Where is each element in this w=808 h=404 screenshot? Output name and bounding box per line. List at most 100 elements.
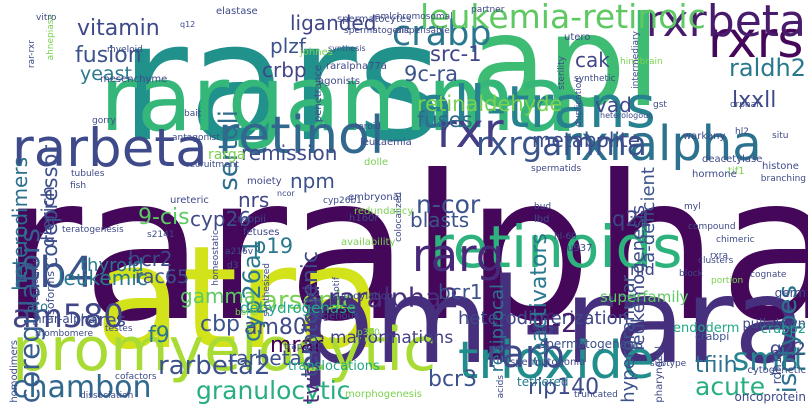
word-myeloid: myeloid [107, 46, 143, 55]
word-superfamily: superfamily [600, 290, 689, 305]
word-fetuses: fetuses [243, 228, 280, 238]
word-homeostatic: homeostatic [212, 230, 221, 286]
word-granulocytic: granulocytic [196, 378, 350, 403]
word-trap220: trap220 [284, 343, 320, 352]
word-pharyngeal: pharyngeal [655, 346, 665, 403]
word-steroid: steroid [350, 123, 381, 132]
word-ureteric: ureteric [170, 196, 209, 206]
word-warkany: warkany [683, 132, 725, 142]
word-synthesized: synthesized [263, 263, 272, 317]
word-antagonist: antagonist [172, 134, 220, 143]
word-branching: branching [761, 175, 806, 184]
word-rarg: rarg [412, 233, 504, 278]
word-leukaemia: leukaemia [360, 138, 412, 148]
word-9-cis: 9-cis [138, 207, 190, 229]
word-lbd: lbd [534, 215, 549, 225]
word-p19: p19 [253, 236, 293, 257]
word-gorry: gorry [92, 117, 116, 126]
word-bcr1: bcr1 [438, 282, 483, 302]
word-h160r: h160r [349, 214, 379, 224]
word-bone: bone [235, 309, 257, 318]
word-translocations: translocations [288, 360, 380, 373]
word-nrs: nrs [238, 190, 269, 210]
word-crabpii: crabpii [232, 215, 266, 225]
word-recruitment: recruitment [186, 161, 239, 170]
word-ad2: ad2 [535, 327, 554, 337]
word-rhombomere: rhombomere [35, 330, 93, 339]
word-leukemia-retinoic: leukemia-retinoic [420, 0, 706, 33]
word-sumoylation: sumoylation [332, 292, 393, 302]
word-d3: d3 [227, 262, 238, 271]
word-spermatids: spermatids [531, 165, 581, 174]
word-portion: portion [711, 277, 743, 286]
word-blasts: blasts [410, 210, 469, 230]
word-crbp: crbp [262, 60, 307, 80]
word-metabolite: metabolite [532, 130, 640, 150]
word-remission: remission [241, 143, 337, 163]
word-p300: p300 [357, 329, 380, 338]
word-dolle: dolle [364, 158, 388, 168]
word-raralpha77a: raralpha77a [326, 62, 387, 72]
word-heterodimers: heterodimers [10, 157, 30, 291]
word-sterility: sterility [558, 56, 567, 90]
word-acids: acids [497, 375, 506, 398]
word-deacetylase: deacetylase [702, 155, 762, 165]
word-hindbrain: hindbrain [620, 58, 663, 67]
word-raldh2: raldh2 [729, 56, 806, 80]
word-hl-60: hl-60 [554, 233, 577, 242]
word-myl: myl [684, 203, 701, 212]
word-crabp2: crabp2 [761, 323, 806, 336]
word-synthetic: synthetic [574, 75, 615, 84]
word-cyp26b1: cyp26b1 [323, 197, 362, 206]
word-cofactors: cofactors [115, 373, 157, 382]
word-tubules: tubules [71, 170, 104, 179]
word-q12: q12 [180, 21, 195, 29]
word-penetrance: penetrance [314, 65, 324, 122]
word-cognate: cognate [750, 271, 786, 280]
word-bait: bait [184, 110, 201, 119]
word-orphan: orphan [730, 101, 762, 110]
word-f9: f9 [148, 325, 170, 347]
word-hl2: hl2 [735, 128, 749, 137]
word-histone: histone [762, 162, 799, 172]
word-tethered: tethered [517, 376, 568, 388]
word-9c-ra: 9c-ra [404, 64, 458, 85]
word-hormone: hormone [692, 170, 737, 180]
word-spermatogonia: spermatogonia [510, 358, 585, 368]
word-cak: cak [575, 50, 610, 70]
word-npm: npm [290, 171, 335, 191]
word-vitamin: vitamin [77, 18, 160, 40]
word-dispensable: dispensable [396, 27, 450, 36]
word-rar-rxr: rar-rxr [28, 40, 37, 68]
word-compound: compound [688, 223, 736, 232]
word-ncor: ncor [277, 190, 295, 198]
word-malformations: malformations [330, 330, 453, 347]
word-u937: u937 [567, 244, 592, 254]
word-situ: situ [772, 132, 788, 141]
word-bcr3: bcr3 [428, 369, 477, 391]
word-synthesis: synthesis [328, 45, 366, 53]
word-agonists: agonists [318, 77, 360, 87]
word-heterologous: heterologous [600, 112, 652, 120]
word-nucleophosmin: nucleophosmin [32, 257, 41, 325]
word-a216v: a216v [225, 248, 253, 257]
word-exogenous: exogenous [305, 312, 359, 322]
word-vitro: vitro [36, 14, 56, 23]
word-homodimers: homodimers [10, 340, 20, 403]
word-nid: nid [630, 262, 655, 278]
word-fuses: fuses [417, 110, 473, 131]
word-clusters: clusters [698, 257, 733, 266]
word-availability: availability [341, 238, 395, 248]
word-isoforms: isoforms [45, 271, 56, 318]
word-truncated: truncated [574, 391, 618, 400]
word-block: block [679, 270, 703, 279]
word-partner: partner [471, 6, 504, 15]
word-duplication: duplication [575, 77, 584, 127]
word-teratogenesis: teratogenesis [62, 226, 124, 235]
word-bud: bud [534, 203, 551, 212]
word-fish: fish [70, 182, 86, 191]
word-chimeric: chimeric [716, 236, 755, 245]
word-spermatocytes: spermatocytes [337, 15, 411, 25]
word-intermediary: intermediary [632, 31, 641, 89]
